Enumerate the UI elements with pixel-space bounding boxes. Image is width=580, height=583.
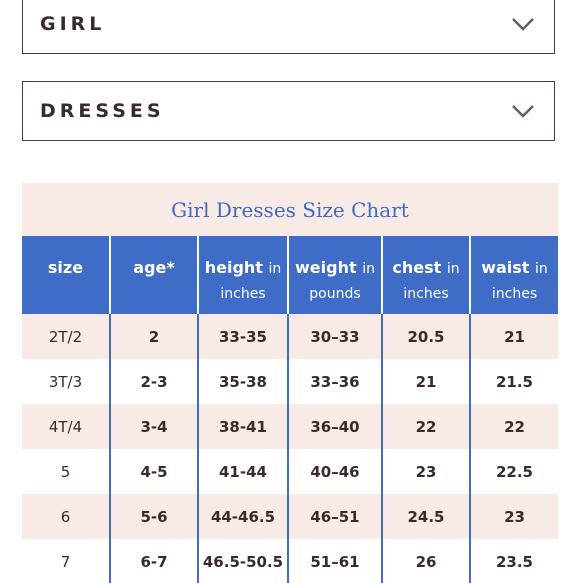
table-row: 6 5-6 44-46.5 46–51 24.5 23 xyxy=(22,494,558,539)
size-chart-title-bar: Girl Dresses Size Chart xyxy=(22,183,558,236)
table-cell: 23 xyxy=(469,494,558,539)
table-row: 7 6-7 46.5-50.5 51–61 26 23.5 xyxy=(22,539,558,583)
table-cell: 5 xyxy=(22,449,110,494)
table-cell: 22 xyxy=(469,404,558,449)
column-header-label: age* xyxy=(133,258,175,277)
table-row: 4T/4 3-4 38-41 36–40 22 22 xyxy=(22,404,558,449)
table-cell: 23 xyxy=(381,449,470,494)
table-cell: 40–46 xyxy=(287,449,382,494)
table-row: 3T/3 2-3 35-38 33–36 21 21.5 xyxy=(22,359,558,404)
type-filter-dropdown[interactable]: DRESSES xyxy=(22,81,555,141)
table-cell: 6-7 xyxy=(109,539,198,583)
table-cell: 21.5 xyxy=(469,359,558,404)
table-cell: 2-3 xyxy=(109,359,198,404)
table-cell: 46–51 xyxy=(287,494,382,539)
table-cell: 21 xyxy=(381,359,470,404)
table-cell: 24.5 xyxy=(381,494,470,539)
column-header: weight in pounds xyxy=(287,236,382,314)
column-header: size xyxy=(22,236,110,314)
table-cell: 4-5 xyxy=(109,449,198,494)
column-header-label: chest xyxy=(392,258,442,277)
table-cell: 2 xyxy=(109,314,198,359)
size-chart-title: Girl Dresses Size Chart xyxy=(171,197,409,222)
table-cell: 41-44 xyxy=(197,449,288,494)
size-chart: Girl Dresses Size Chart size age* height i… xyxy=(22,183,558,583)
column-header: waist in inches xyxy=(469,236,558,314)
column-header-label: height xyxy=(204,258,263,277)
table-row: 5 4-5 41-44 40–46 23 22.5 xyxy=(22,449,558,494)
table-cell: 35-38 xyxy=(197,359,288,404)
table-cell: 21 xyxy=(469,314,558,359)
column-header: height in inches xyxy=(197,236,288,314)
table-cell: 33-35 xyxy=(197,314,288,359)
table-cell: 3-4 xyxy=(109,404,198,449)
table-cell: 5-6 xyxy=(109,494,198,539)
column-header-label: weight xyxy=(295,258,357,277)
column-header-label: size xyxy=(47,258,84,277)
table-cell: 38-41 xyxy=(197,404,288,449)
table-cell: 30–33 xyxy=(287,314,382,359)
table-cell: 6 xyxy=(22,494,110,539)
column-header-unit: in pounds xyxy=(309,261,375,302)
table-cell: 4T/4 xyxy=(22,404,110,449)
table-cell: 46.5-50.5 xyxy=(197,539,288,583)
column-header: age* xyxy=(109,236,198,314)
chevron-down-icon xyxy=(510,14,536,34)
table-cell: 23.5 xyxy=(469,539,558,583)
column-header-label: waist xyxy=(481,258,530,277)
column-header: chest in inches xyxy=(381,236,470,314)
table-cell: 3T/3 xyxy=(22,359,110,404)
category-filter-dropdown[interactable]: GIRL xyxy=(22,0,555,54)
table-cell: 44-46.5 xyxy=(197,494,288,539)
table-cell: 36–40 xyxy=(287,404,382,449)
table-cell: 2T/2 xyxy=(22,314,110,359)
column-header-unit: in inches xyxy=(220,261,282,302)
size-chart-table: size age* height in inches weight in pounds ch… xyxy=(22,236,558,583)
size-chart-header-row: size age* height in inches weight in pounds ch… xyxy=(22,236,558,314)
chevron-down-icon xyxy=(510,101,536,121)
table-row: 2T/2 2 33-35 30–33 20.5 21 xyxy=(22,314,558,359)
table-cell: 7 xyxy=(22,539,110,583)
category-filter-label: GIRL xyxy=(40,13,106,35)
table-cell: 51–61 xyxy=(287,539,382,583)
table-cell: 22 xyxy=(381,404,470,449)
type-filter-label: DRESSES xyxy=(40,100,165,122)
table-cell: 33–36 xyxy=(287,359,382,404)
table-cell: 22.5 xyxy=(469,449,558,494)
column-header-unit: in inches xyxy=(491,261,548,302)
column-header-unit: in inches xyxy=(403,261,460,302)
table-cell: 20.5 xyxy=(381,314,470,359)
table-cell: 26 xyxy=(381,539,470,583)
